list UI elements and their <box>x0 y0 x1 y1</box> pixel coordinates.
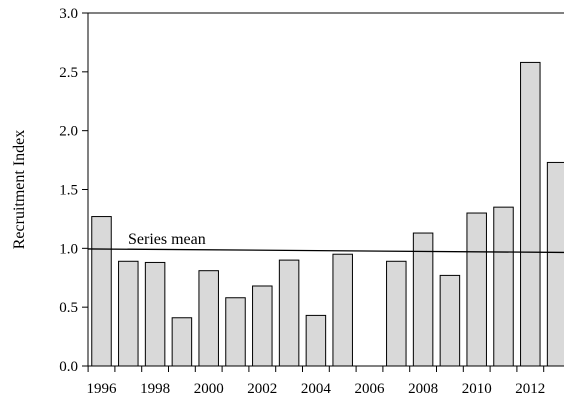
x-tick-label: 2012 <box>515 381 545 397</box>
x-tick-label: 2004 <box>301 381 332 397</box>
x-tick-label: 2000 <box>194 381 224 397</box>
y-tick-label: 1.5 <box>59 183 78 199</box>
bar-2002 <box>252 285 273 367</box>
bar-2000 <box>198 270 219 367</box>
y-tick-label: 2.0 <box>59 124 78 140</box>
bar-2010 <box>466 212 487 367</box>
bar-2007 <box>386 260 407 367</box>
x-tick-label: 2002 <box>247 381 277 397</box>
y-axis-title: Recruitment Index <box>11 130 28 250</box>
y-tick-label: 3.0 <box>59 6 78 22</box>
y-tick-label: 1.0 <box>59 241 78 257</box>
bar-2011 <box>493 206 514 367</box>
y-tick-label: 2.5 <box>59 65 78 81</box>
x-tick-label: 2006 <box>355 381 386 397</box>
bar-2008 <box>412 232 434 367</box>
series-mean-label: Series mean <box>128 231 206 248</box>
bar-2003 <box>278 259 300 367</box>
bar-2005 <box>332 253 353 367</box>
x-tick-label: 2008 <box>408 381 438 397</box>
y-tick-label: 0.0 <box>59 359 78 375</box>
y-tick-label: 0.5 <box>59 300 78 316</box>
bars-group <box>91 61 564 367</box>
bar-1999 <box>171 317 193 367</box>
bar-2004 <box>305 314 327 367</box>
bar-2001 <box>225 297 246 367</box>
series-mean-group: Series mean <box>87 231 564 254</box>
x-ticks-group: 1996 1998 2000 2002 2004 2006 2008 2010 2012 <box>87 366 545 397</box>
bar-1997 <box>118 260 139 367</box>
bar-2012 <box>520 61 541 367</box>
bar-1998 <box>144 261 166 367</box>
x-tick-label: 1998 <box>140 381 170 397</box>
bar-1996 <box>91 216 112 367</box>
series-mean-line <box>87 248 564 254</box>
x-tick-label: 1996 <box>87 381 118 397</box>
x-tick-label: 2010 <box>462 381 492 397</box>
bar-2009 <box>439 274 461 367</box>
y-ticks-group: 0.0 0.5 1.0 1.5 2.0 2.5 3.0 <box>59 6 88 375</box>
bar-2013 <box>546 161 564 367</box>
